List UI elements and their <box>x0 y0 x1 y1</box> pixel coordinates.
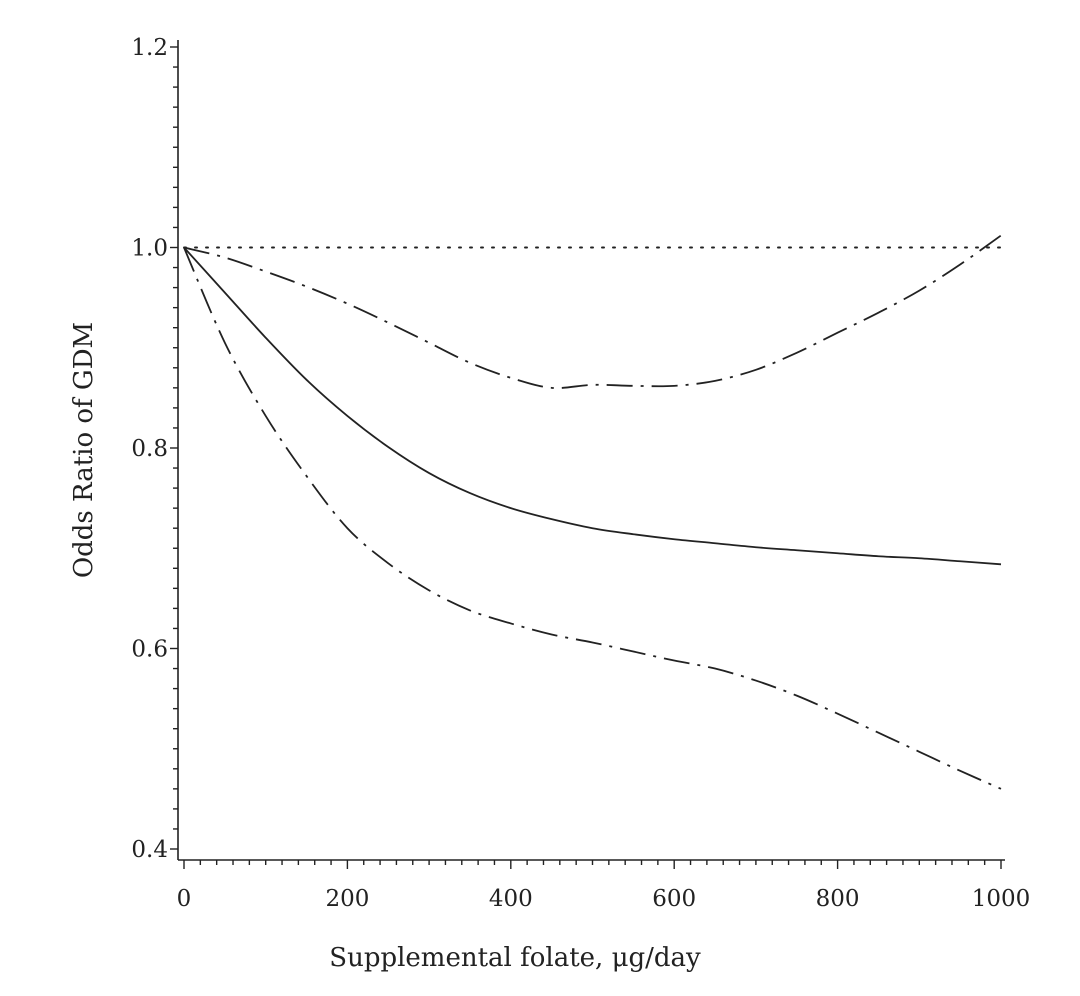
series-line-estimate <box>183 246 1002 566</box>
x-tick-label: 200 <box>325 886 369 912</box>
x-tick-label: 0 <box>177 886 192 912</box>
series-group <box>183 234 1002 790</box>
y-tick-label: 0.8 <box>131 436 168 462</box>
x-tick-label: 800 <box>816 886 860 912</box>
axes <box>170 40 1005 869</box>
tick-labels: 0.4 0.6 0.8 1.0 1.2 0 200 400 600 800 1000 <box>131 35 1030 912</box>
x-tick-label: 1000 <box>972 886 1031 912</box>
x-tick-label: 400 <box>489 886 533 912</box>
series-line-lower-ci <box>183 247 1002 790</box>
x-tick-label: 600 <box>652 886 696 912</box>
series-line-upper-ci <box>183 234 1002 389</box>
y-tick-label: 1.2 <box>131 35 168 61</box>
x-axis-title: Supplemental folate, μg/day <box>329 943 701 973</box>
y-tick-label: 1.0 <box>131 236 168 262</box>
y-tick-label: 0.6 <box>131 637 168 663</box>
y-tick-label: 0.4 <box>131 837 168 863</box>
y-axis-title: Odds Ratio of GDM <box>69 322 99 578</box>
